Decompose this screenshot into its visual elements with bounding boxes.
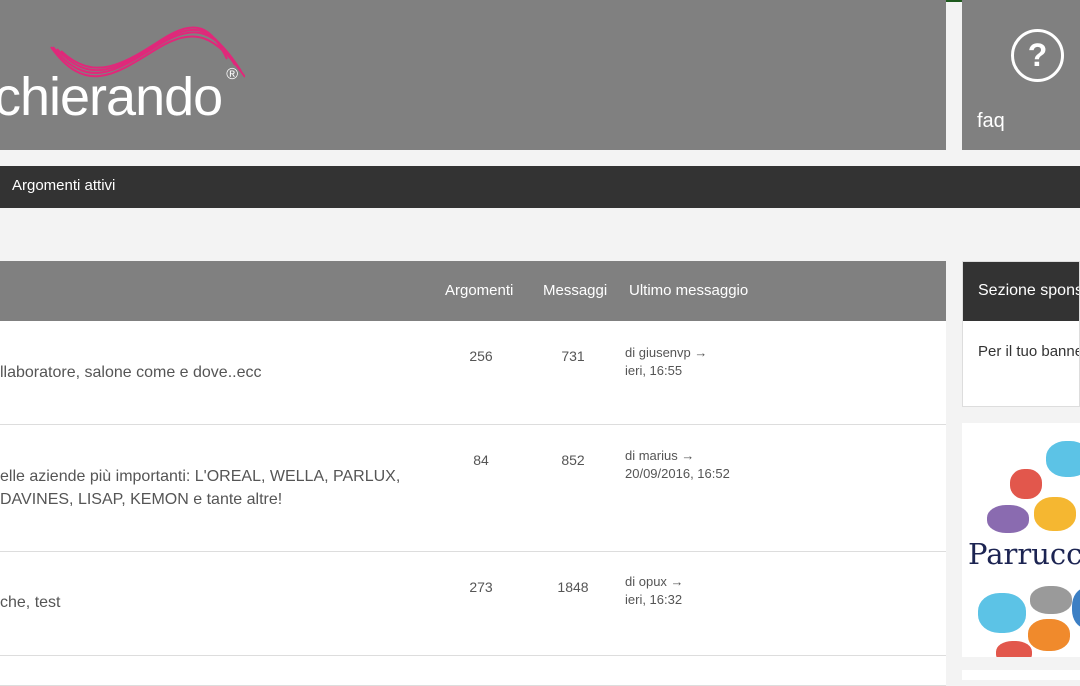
- logo-text: chierando: [0, 67, 223, 127]
- forum-description-line2: DAVINES, LISAP, KEMON e tante altre!: [0, 491, 283, 508]
- twitter-bubble-icon: [1046, 441, 1080, 477]
- forum-table: Argomenti Messaggi Ultimo messaggio llab…: [0, 261, 946, 686]
- twitter-bubble-icon: [978, 593, 1026, 633]
- sponsor-title: Sezione sponsor: [963, 262, 1079, 321]
- question-circle-icon: ?: [1011, 29, 1064, 82]
- table-row[interactable]: llaboratore, salone come e dove..ecc 256…: [0, 321, 946, 425]
- col-posts: Messaggi: [543, 282, 608, 299]
- sponsor-box: Sezione sponsor Per il tuo banner: [962, 261, 1080, 407]
- table-row[interactable]: elle aziende più importanti: L'OREAL, WE…: [0, 425, 946, 552]
- faq-button[interactable]: ? faq: [962, 0, 1080, 150]
- nav-active-topics[interactable]: Argomenti attivi: [12, 177, 116, 194]
- nav-bar: Argomenti attivi: [0, 166, 1080, 208]
- arrow-right-icon[interactable]: →: [694, 345, 708, 360]
- sidebar-box: [962, 670, 1080, 680]
- topics-count: 84: [473, 452, 489, 468]
- forum-description: elle aziende più importanti: L'OREAL, WE…: [0, 468, 401, 485]
- forum-description: llaboratore, salone come e dove..ecc: [0, 364, 262, 381]
- topics-count: 256: [469, 348, 493, 364]
- last-post-time: 20/09/2016, 16:52: [625, 466, 730, 481]
- last-post-author[interactable]: di opux: [625, 574, 667, 589]
- table-header: Argomenti Messaggi Ultimo messaggio: [0, 261, 946, 321]
- chat-bubble-icon: [987, 505, 1029, 533]
- table-row[interactable]: che, test 273 1848 di opux → ieri, 16:32: [0, 552, 946, 656]
- forum-description: che, test: [0, 594, 61, 611]
- posts-count: 731: [561, 348, 585, 364]
- cloud-bubble-icon: [1030, 586, 1072, 614]
- last-post-author[interactable]: di marius: [625, 448, 678, 463]
- arrow-right-icon[interactable]: →: [681, 448, 695, 463]
- pin-bubble-icon: [996, 641, 1032, 657]
- last-post-time: ieri, 16:55: [625, 363, 683, 378]
- posts-count: 852: [561, 452, 585, 468]
- blue-bubble-icon: [1072, 588, 1080, 628]
- last-post-time: ieri, 16:32: [625, 592, 683, 607]
- quote-bubble-icon: [1034, 497, 1076, 531]
- registered-mark: ®: [226, 66, 238, 83]
- last-post-author[interactable]: di giusenvp: [625, 345, 691, 360]
- site-header: chierando ®: [0, 0, 946, 150]
- thumbs-down-bubble-icon: [1010, 469, 1042, 499]
- rss-bubble-icon: [1028, 619, 1070, 651]
- faq-label: faq: [977, 110, 1005, 132]
- logo-wave-icon: [50, 26, 245, 78]
- posts-count: 1848: [557, 579, 589, 595]
- col-last-post: Ultimo messaggio: [629, 282, 749, 299]
- topics-count: 273: [469, 579, 493, 595]
- table-row[interactable]: [0, 656, 946, 686]
- banner-image[interactable]: Parrucchieri: [962, 423, 1080, 657]
- arrow-right-icon[interactable]: →: [670, 574, 684, 589]
- banner-text: Parrucchieri: [968, 537, 1080, 571]
- col-topics: Argomenti: [445, 282, 514, 299]
- sponsor-text: Per il tuo banner: [978, 343, 1079, 360]
